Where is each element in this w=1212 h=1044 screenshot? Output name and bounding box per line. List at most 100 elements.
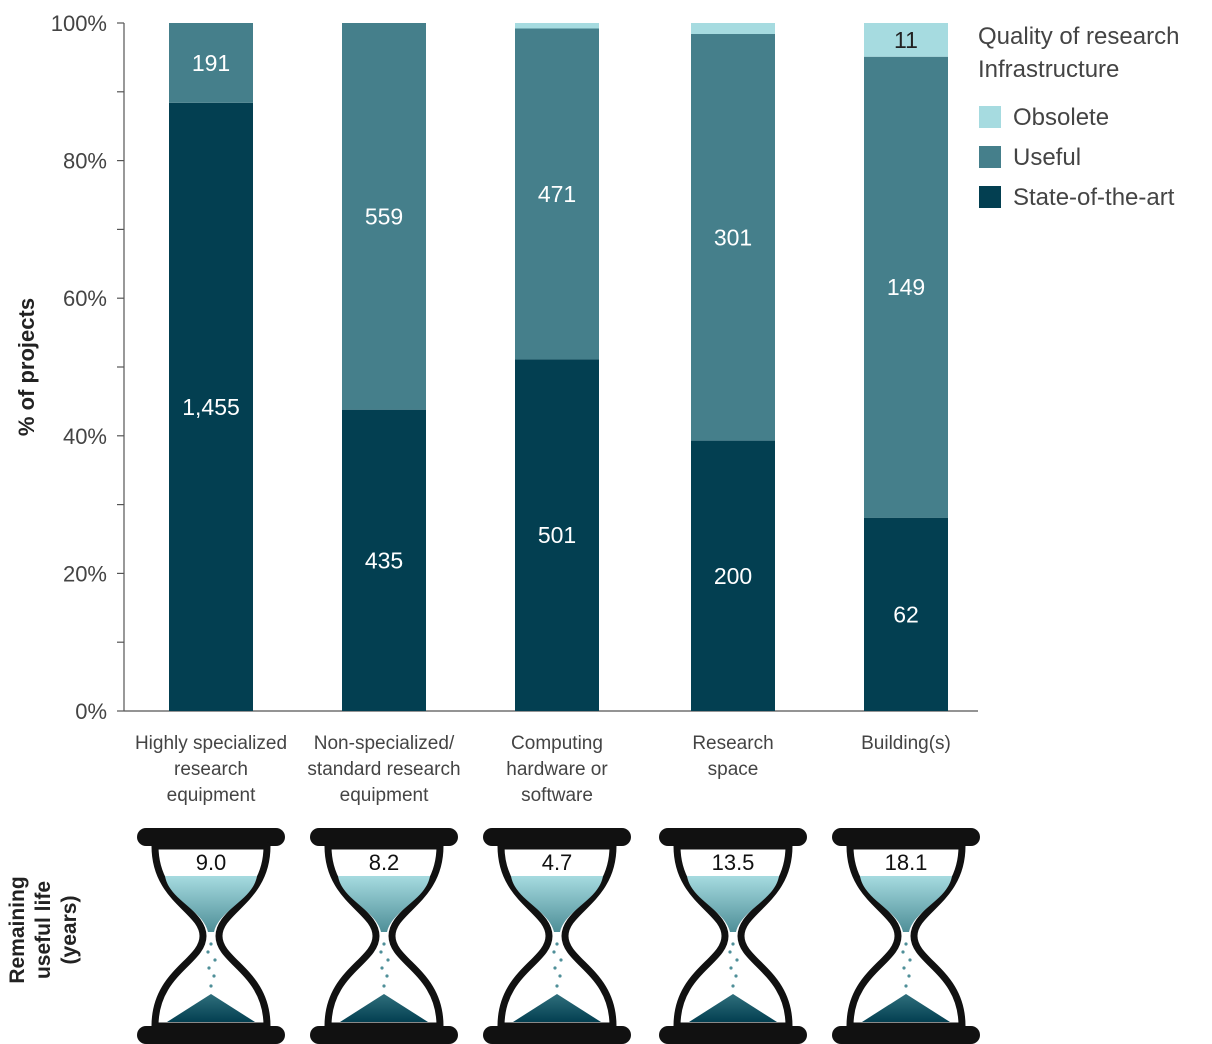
x-category-label: Non-specialized/standard research equipme… <box>307 733 460 806</box>
sand-grain <box>552 950 556 954</box>
bar-data-label: 200 <box>714 563 752 589</box>
sand-grain <box>209 984 213 988</box>
x-category-label-line: Computing <box>511 733 603 754</box>
x-category-label-line: equipment <box>167 785 256 806</box>
bar-data-label: 149 <box>887 274 925 300</box>
bar-useful <box>864 56 948 518</box>
bar-state-of-the-art <box>169 102 253 712</box>
remaining-life-value: 4.7 <box>542 850 573 875</box>
sand-grain <box>731 984 735 988</box>
y-axis-title: % of projects <box>14 298 39 436</box>
hourglass-top-plate <box>483 828 631 846</box>
legend: Quality of research Infrastructure Obsolet… <box>978 23 1179 211</box>
bar-data-label: 435 <box>365 547 403 573</box>
sand-grain <box>385 974 389 978</box>
bar-data-label: 11 <box>894 27 918 53</box>
x-category-label-line: space <box>708 759 759 780</box>
y-tick-label: 60% <box>63 286 107 311</box>
bars: 1,455 191 435 559 501 471 200 301 62 149 11 <box>169 23 948 712</box>
sand-grain <box>728 950 732 954</box>
sand-grain <box>558 974 562 978</box>
remaining-life-value: 18.1 <box>885 850 928 875</box>
sand-grain <box>207 966 211 970</box>
sand-grain <box>904 984 908 988</box>
sand-grain <box>734 974 738 978</box>
x-category-label: Building(s) <box>861 733 951 754</box>
x-category-label: Research space <box>692 733 773 780</box>
bar-data-label: 559 <box>365 203 403 229</box>
hourglass-bottom-plate <box>659 1026 807 1044</box>
hourglass-bottom-sand <box>513 994 601 1022</box>
bar-useful <box>515 28 599 360</box>
bar-data-label: 1,455 <box>182 394 240 420</box>
sand-grain <box>382 942 386 946</box>
bar-state-of-the-art <box>342 409 426 711</box>
bar-obsolete <box>864 23 948 57</box>
bar-data-label: 62 <box>893 601 919 627</box>
sand-grain <box>386 958 390 962</box>
bar-useful <box>342 23 426 410</box>
remaining-life-title-line: (years) <box>58 896 81 965</box>
sand-grain <box>380 966 384 970</box>
sand-grain <box>555 984 559 988</box>
legend-label: State-of-the-art <box>1013 184 1175 211</box>
remaining-life-value: 8.2 <box>369 850 400 875</box>
sand-grain <box>907 974 911 978</box>
legend-label: Obsolete <box>1013 104 1109 131</box>
sand-grain <box>729 966 733 970</box>
bar-data-label: 191 <box>192 50 230 76</box>
bar-state-of-the-art <box>864 517 948 711</box>
bar-useful <box>169 23 253 103</box>
legend-title: Quality of research <box>978 23 1179 50</box>
y-tick-label: 40% <box>63 424 107 449</box>
legend-label: Useful <box>1013 144 1081 171</box>
x-category-label-line: Building(s) <box>861 733 951 754</box>
sand-grain <box>904 942 908 946</box>
x-category-label: Computing hardware or software <box>506 733 608 806</box>
legend-title: Infrastructure <box>978 56 1119 83</box>
remaining-life-row: Remaining useful life (years) 9.0 8.2 4.7 13.5… <box>6 828 980 1044</box>
bar-data-label: 471 <box>538 181 576 207</box>
hourglass-top-sand <box>338 876 430 932</box>
y-tick-label: 100% <box>51 11 107 36</box>
bar-data-label: 301 <box>714 224 752 250</box>
hourglass-bottom-sand <box>167 994 255 1022</box>
sand-grain <box>209 942 213 946</box>
x-category-label-line: Highly specialized <box>135 733 287 754</box>
hourglass-top-plate <box>832 828 980 846</box>
legend-swatch <box>979 186 1001 208</box>
sand-grain <box>908 958 912 962</box>
hourglass-top-sand <box>687 876 779 932</box>
hourglass-icon: 9.0 <box>137 828 285 1044</box>
x-category-label-line: Non-specialized/ <box>314 733 455 754</box>
bar-data-label: 501 <box>538 522 576 548</box>
hourglass-top-plate <box>137 828 285 846</box>
hourglass-icon: 18.1 <box>832 828 980 1044</box>
legend-swatch <box>979 106 1001 128</box>
hourglass-top-sand <box>511 876 603 932</box>
sand-grain <box>379 950 383 954</box>
sand-grain <box>553 966 557 970</box>
y-tick-label: 80% <box>63 149 107 174</box>
remaining-life-title-line: Remaining <box>6 876 29 983</box>
x-category-label-line: standard research <box>307 759 460 780</box>
sand-grain <box>213 958 217 962</box>
hourglass-bottom-plate <box>310 1026 458 1044</box>
x-category-label-line: equipment <box>340 785 429 806</box>
hourglass-bottom-sand <box>340 994 428 1022</box>
x-category-label-line: research <box>174 759 248 780</box>
hourglass-icon: 13.5 <box>659 828 807 1044</box>
axes: 0% 20% 40% 60% 80% 100% % of projects Highly sp… <box>14 11 978 806</box>
hourglass-top-sand <box>860 876 952 932</box>
y-tick-label: 0% <box>75 699 107 724</box>
sand-grain <box>559 958 563 962</box>
hourglass-top-plate <box>310 828 458 846</box>
legend-swatch <box>979 146 1001 168</box>
sand-grain <box>731 942 735 946</box>
bar-state-of-the-art <box>691 440 775 711</box>
hourglass-top-sand <box>165 876 257 932</box>
hourglass-bottom-sand <box>689 994 777 1022</box>
bar-useful <box>691 34 775 441</box>
hourglass-top-plate <box>659 828 807 846</box>
